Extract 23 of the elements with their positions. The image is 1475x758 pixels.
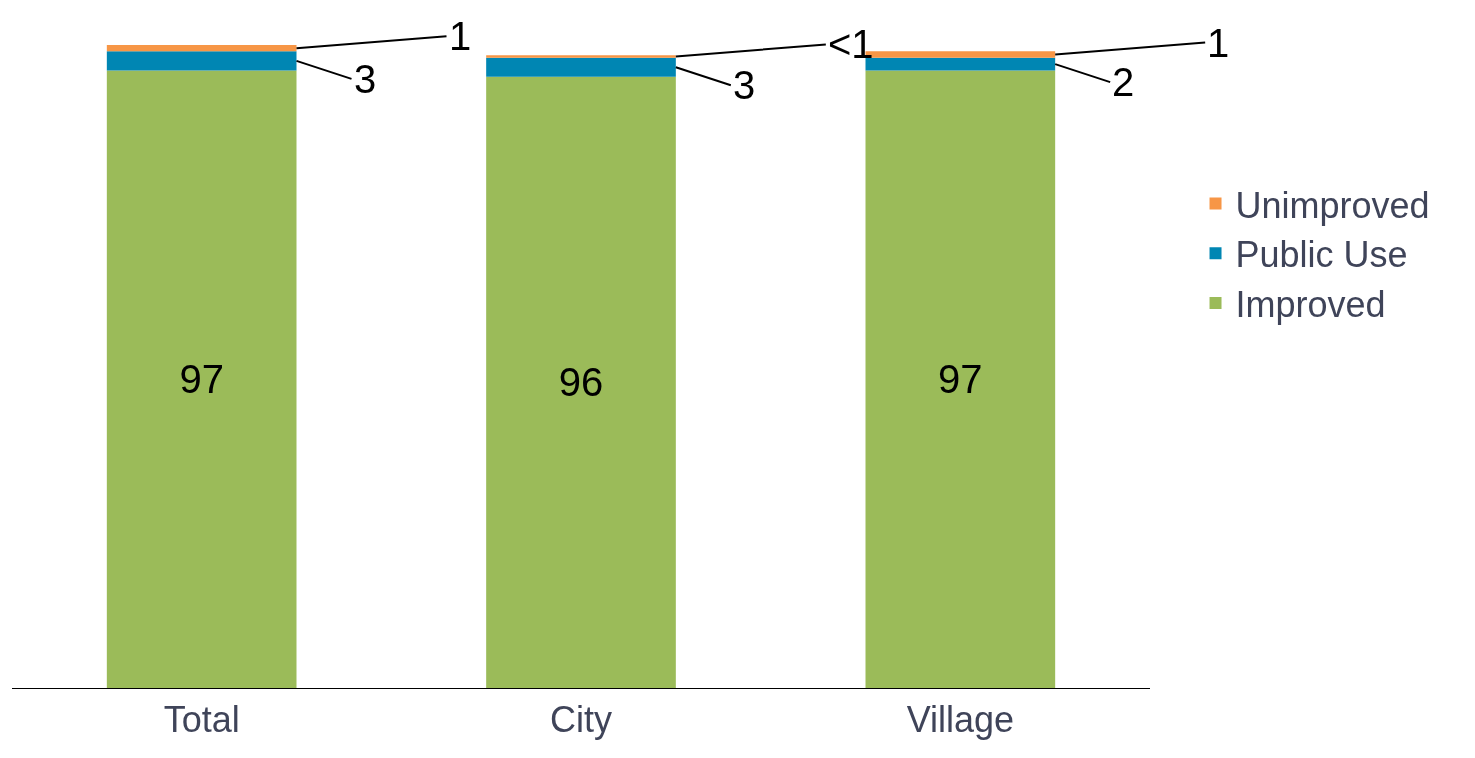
- data-label: 97: [938, 357, 983, 402]
- data-label: 1: [1207, 21, 1230, 65]
- data-label: 97: [179, 357, 224, 402]
- bar: [865, 70, 1056, 688]
- bar: [106, 70, 297, 688]
- x-tick-label: Village: [906, 699, 1015, 741]
- bar: [486, 76, 676, 688]
- data-label: 2: [1112, 60, 1135, 104]
- bar: [106, 51, 297, 71]
- data-label: <1: [828, 22, 874, 66]
- legend-label: Public Use: [1235, 234, 1408, 276]
- bar: [486, 55, 676, 58]
- data-label: 3: [733, 63, 756, 107]
- data-label: 1: [449, 14, 472, 58]
- data-label: 96: [558, 360, 604, 405]
- data-label: 3: [354, 57, 377, 101]
- bar: [865, 57, 1056, 71]
- legend-label: Improved: [1235, 284, 1386, 326]
- legend-label: Unimproved: [1235, 184, 1430, 226]
- x-tick-label: Total: [163, 699, 240, 741]
- x-tick-label: City: [550, 699, 612, 741]
- bar: [106, 45, 297, 52]
- bar: [486, 57, 676, 77]
